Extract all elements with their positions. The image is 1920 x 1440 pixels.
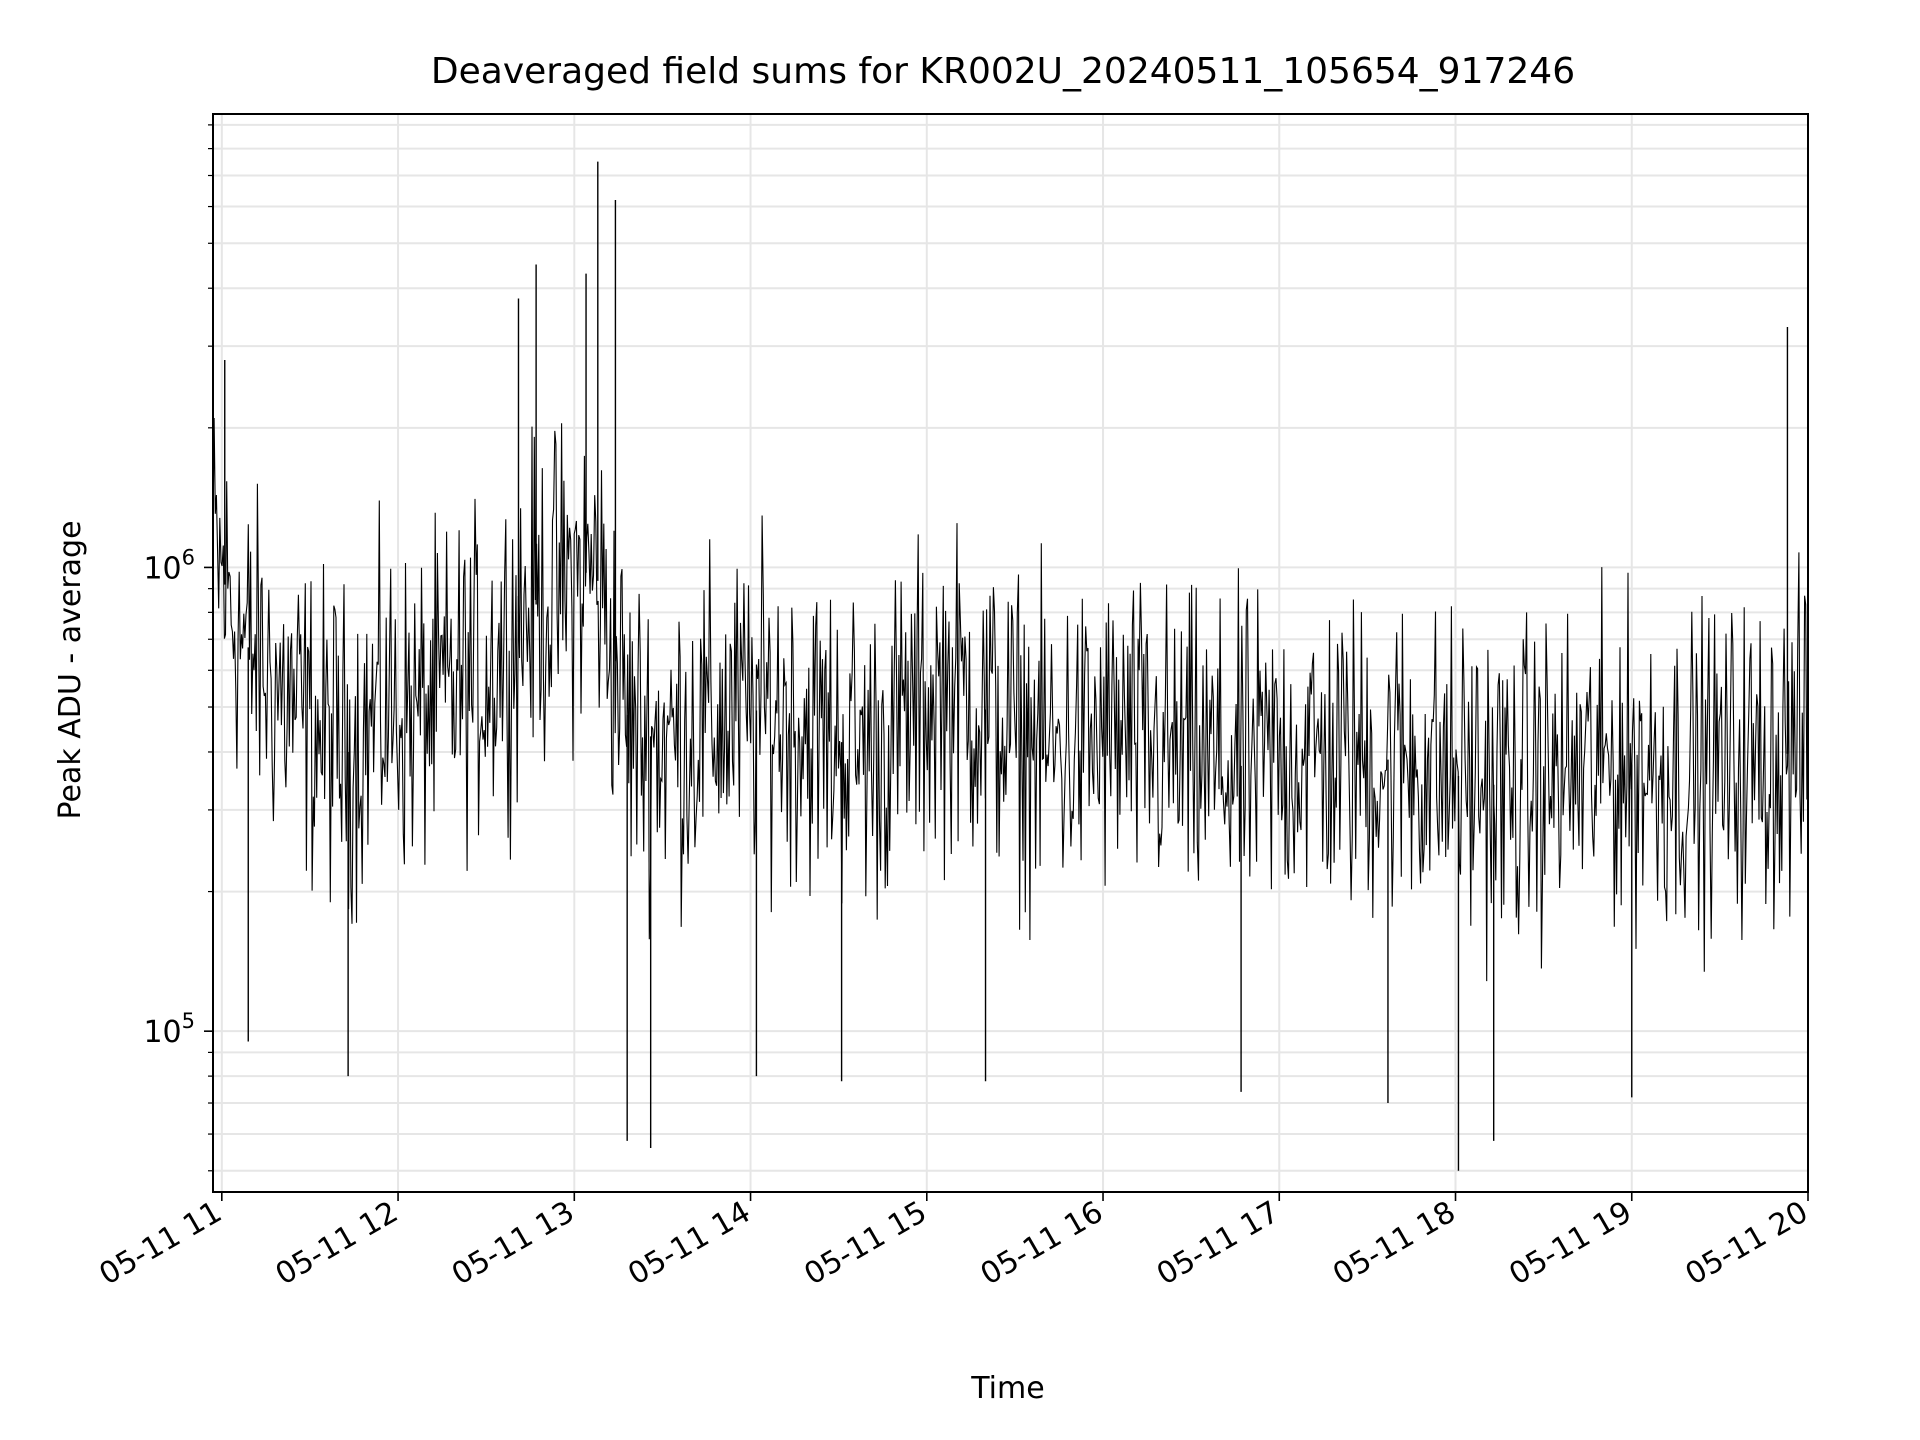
x-tick-label: 05-11 18 [1327,1195,1461,1293]
x-tick-label: 05-11 11 [93,1195,227,1293]
grid [213,114,1809,1192]
x-tick-label: 05-11 16 [975,1195,1109,1293]
axes-layer: 05-11 11 05-11 12 05-11 13 05-11 14 05-11 15… [93,113,1814,1293]
plot-frame [212,113,1809,1193]
x-tick-label: 05-11 14 [622,1195,756,1293]
x-tick-label: 05-11 19 [1503,1195,1637,1293]
x-tick-label: 05-11 13 [446,1195,580,1293]
chart-title: Deaveraged field sums for KR002U_2024051… [431,51,1575,92]
y-axis-label: Peak ADU - average [53,520,88,819]
series-layer [212,161,1809,1171]
y-tick-label: 105 [143,1009,195,1050]
x-tick-label: 05-11 12 [270,1195,404,1293]
x-tick-label: 05-11 17 [1151,1195,1285,1293]
y-tick-label: 106 [143,545,195,586]
x-tick-label: 05-11 15 [798,1195,932,1293]
x-axis-label: Time [970,1371,1044,1406]
series-line [212,417,1809,982]
x-tick-label: 05-11 20 [1680,1195,1814,1293]
